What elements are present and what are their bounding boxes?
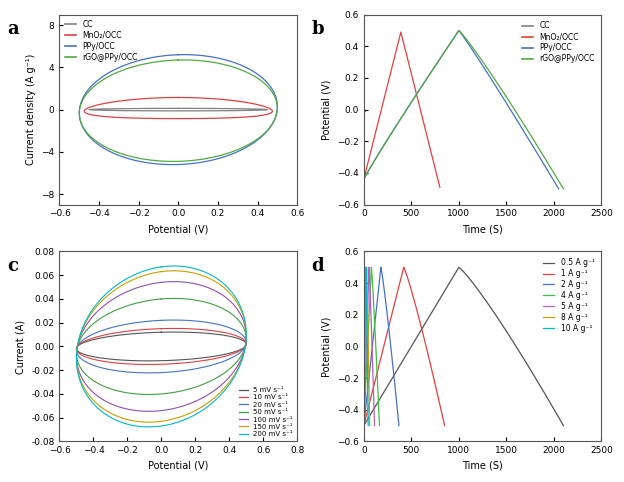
Y-axis label: Potential (V): Potential (V): [321, 316, 331, 376]
Y-axis label: Current (A): Current (A): [16, 320, 26, 374]
Legend: CC, MnO₂/OCC, PPy/OCC, rGO@PPy/OCC: CC, MnO₂/OCC, PPy/OCC, rGO@PPy/OCC: [519, 18, 598, 66]
Y-axis label: Potential (V): Potential (V): [321, 80, 331, 140]
Y-axis label: Current density (A g⁻¹): Current density (A g⁻¹): [26, 54, 36, 165]
X-axis label: Potential (V): Potential (V): [148, 224, 208, 234]
X-axis label: Potential (V): Potential (V): [148, 461, 208, 471]
Legend: 0.5 A g⁻¹, 1 A g⁻¹, 2 A g⁻¹, 4 A g⁻¹, 5 A g⁻¹, 8 A g⁻¹, 10 A g⁻¹: 0.5 A g⁻¹, 1 A g⁻¹, 2 A g⁻¹, 4 A g⁻¹, 5 …: [540, 255, 598, 336]
X-axis label: Time (S): Time (S): [462, 461, 503, 471]
Legend: 5 mV s⁻¹, 10 mV s⁻¹, 20 mV s⁻¹, 50 mV s⁻¹, 100 mV s⁻¹, 150 mV s⁻¹, 200 mV s⁻¹: 5 mV s⁻¹, 10 mV s⁻¹, 20 mV s⁻¹, 50 mV s⁻…: [238, 386, 294, 438]
Text: a: a: [7, 20, 19, 38]
Legend: CC, MnO₂/OCC, PPy/OCC, rGO@PPy/OCC: CC, MnO₂/OCC, PPy/OCC, rGO@PPy/OCC: [63, 18, 139, 63]
X-axis label: Time (S): Time (S): [462, 224, 503, 234]
Text: c: c: [7, 257, 18, 275]
Text: d: d: [311, 257, 324, 275]
Text: b: b: [311, 20, 324, 38]
